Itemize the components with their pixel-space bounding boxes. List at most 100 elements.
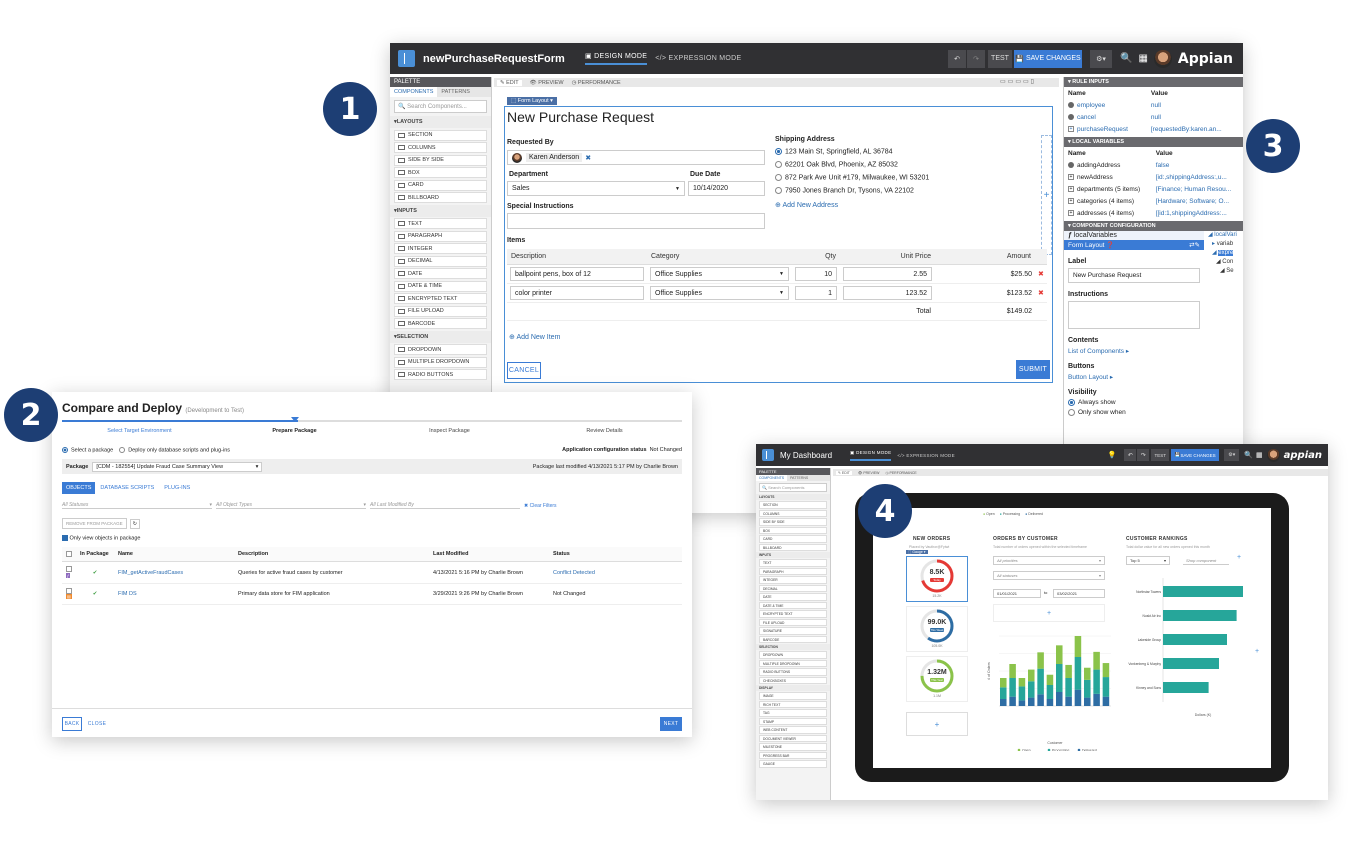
test-button[interactable]: TEST	[1151, 449, 1170, 461]
palette-item[interactable]: DOCUMENT VIEWER	[759, 734, 827, 742]
palette-section-layouts[interactable]: ▾LAYOUTS	[390, 116, 491, 128]
palette-item[interactable]: BOX	[759, 526, 827, 534]
user-avatar[interactable]	[1266, 448, 1280, 462]
save-changes-button[interactable]: 💾 SAVE CHANGES	[1014, 49, 1082, 68]
palette-item[interactable]: TEXT	[759, 559, 827, 567]
tab-edit[interactable]: ✎ EDIT	[836, 470, 852, 475]
shop-component-input[interactable]: Shop component	[1183, 557, 1229, 565]
gauge-chip[interactable]: ⬚ Gauge ▾	[906, 550, 928, 554]
tab-components[interactable]: COMPONENTS	[390, 87, 438, 97]
tree-node[interactable]: ◢ expre	[1212, 250, 1234, 256]
always-show-radio[interactable]: Always show	[1068, 399, 1200, 406]
palette-item[interactable]: SECTION	[394, 129, 487, 141]
palette-section[interactable]: SELECTION	[756, 644, 830, 650]
step-prepare-package[interactable]: Prepare Package	[272, 428, 317, 434]
step-inspect-package[interactable]: Inspect Package	[429, 428, 470, 434]
form-layout-chip[interactable]: ⬚ Form Layout ▾	[507, 97, 557, 105]
object-name-link[interactable]: FIM DS	[114, 583, 234, 606]
palette-item[interactable]: ENCRYPTED TEXT	[759, 610, 827, 618]
table-row[interactable]: cancel null	[1064, 111, 1243, 123]
user-avatar[interactable]	[1153, 49, 1172, 68]
tree-node[interactable]: ▸ variab	[1212, 241, 1234, 247]
palette-item[interactable]: MULTIPLE DROPDOWN	[759, 659, 827, 667]
palette-section[interactable]: INPUTS	[756, 552, 830, 558]
palette-item[interactable]: PROGRESS BAR	[759, 751, 827, 759]
add-column-icon[interactable]: +	[1255, 648, 1260, 655]
remove-icon[interactable]: ✖	[585, 154, 592, 162]
search-objects-icon[interactable]: 🔍	[1244, 452, 1254, 459]
add-new-item-link[interactable]: ⊕ Add New Item	[509, 334, 561, 341]
palette-item[interactable]: BOX	[394, 167, 487, 178]
component-search-input[interactable]: 🔍 Search Components...	[394, 100, 487, 113]
special-instructions-input[interactable]	[507, 213, 765, 229]
palette-item[interactable]: MILESTONE	[759, 743, 827, 751]
palette-item[interactable]: MULTIPLE DROPDOWN	[394, 356, 487, 368]
palette-item[interactable]: GAUGE	[759, 760, 827, 768]
list-of-components-link[interactable]: List of Components ▸	[1068, 348, 1130, 355]
palette-item[interactable]: RADIO BUTTONS	[759, 668, 827, 676]
palette-item[interactable]: CARD	[759, 535, 827, 543]
palette-item[interactable]: DROPDOWN	[759, 651, 827, 659]
date-from-input[interactable]: 01/01/2021	[993, 589, 1041, 598]
palette-item[interactable]: DECIMAL	[394, 255, 487, 267]
row-checkbox[interactable]	[66, 587, 72, 594]
palette-item[interactable]: STAMP	[759, 717, 827, 725]
remove-row-icon[interactable]: ✖	[1035, 264, 1047, 284]
add-column-icon[interactable]: +	[1237, 554, 1242, 561]
palette-item[interactable]: CARD	[394, 179, 487, 191]
select-package-radio[interactable]: Select a package	[62, 447, 113, 453]
object-name-link[interactable]: FIM_getActiveFraudCases	[114, 561, 234, 584]
rule-inputs-header[interactable]: ▾ RULE INPUTS	[1064, 77, 1243, 87]
palette-item[interactable]: WEB CONTENT	[759, 726, 827, 734]
palette-item[interactable]: TAG	[759, 709, 827, 717]
tree-node[interactable]: ◢ Con	[1216, 259, 1234, 265]
back-button[interactable]: BACK	[62, 717, 82, 731]
unit-price-input[interactable]: 123.52	[843, 286, 932, 300]
remove-row-icon[interactable]: ✖	[1035, 283, 1047, 303]
add-component-icon[interactable]: +	[993, 604, 1105, 622]
label-input[interactable]: New Purchase Request	[1068, 268, 1200, 283]
table-row[interactable]: + departments (5 items) [Finance; Human Re…	[1068, 185, 1232, 193]
palette-item[interactable]: BILLBOARD	[759, 543, 827, 551]
clear-filters-link[interactable]: ✖ Clear Filters	[524, 502, 557, 509]
button-layout-link[interactable]: Button Layout ▸	[1068, 374, 1114, 381]
due-date-input[interactable]: 10/14/2020	[688, 181, 765, 196]
palette-section[interactable]: DISPLAY	[756, 685, 830, 691]
requested-by-picker[interactable]: Karen Anderson ✖	[507, 150, 765, 165]
palette-item[interactable]: SIDE BY SIDE	[759, 518, 827, 526]
palette-item[interactable]: TEXT	[394, 218, 487, 229]
palette-item[interactable]: PARAGRAPH	[759, 567, 827, 575]
address-radio[interactable]: 123 Main St, Springfield, AL 36784	[775, 148, 893, 155]
undo-button[interactable]: ↶	[1124, 449, 1137, 461]
palette-item[interactable]: DATE	[394, 268, 487, 279]
object-status[interactable]: Conflict Detected	[549, 561, 682, 584]
design-mode-tab[interactable]: ▣ DESIGN MODE	[585, 52, 648, 65]
app-grid-icon[interactable]: ▦	[1138, 53, 1148, 64]
palette-item[interactable]: SIGNATURE	[759, 627, 827, 635]
tree-node[interactable]: ◢ localVari	[1208, 232, 1237, 238]
tab-patterns[interactable]: PATTERNS	[441, 89, 470, 95]
palette-item[interactable]: IMAGE	[759, 692, 827, 700]
palette-section[interactable]: LAYOUTS	[756, 494, 830, 500]
tab-edit[interactable]: ✎ EDIT	[497, 79, 522, 86]
palette-item[interactable]: BARCODE	[759, 635, 827, 643]
tab-performance[interactable]: ◷ PERFORMANCE	[885, 470, 917, 475]
priorities-dropdown[interactable]: All priorities ▾	[993, 556, 1105, 565]
remove-from-package-button[interactable]: REMOVE FROM PACKAGE	[62, 518, 127, 529]
tab-performance[interactable]: ◷ PERFORMANCE	[571, 79, 621, 86]
department-dropdown[interactable]: Sales ▼	[507, 181, 685, 196]
table-row[interactable]: + newAddress [id:,shippingAddress:,u...	[1068, 173, 1227, 181]
form-layout-bar[interactable]: Form Layout ❓ ⇄✎	[1064, 240, 1204, 250]
date-to-input[interactable]: 03/02/2021	[1053, 589, 1105, 598]
settings-gear-icon[interactable]: ⚙▾	[1224, 449, 1240, 461]
add-column-icon[interactable]: +	[1041, 135, 1052, 255]
tab-preview[interactable]: 👁 PREVIEW	[529, 79, 564, 86]
close-button[interactable]: CLOSE	[87, 721, 107, 727]
unit-price-input[interactable]: 2.55	[843, 267, 932, 281]
palette-section-inputs[interactable]: ▾INPUTS	[390, 204, 491, 217]
tree-node[interactable]: ◢ Se	[1220, 268, 1234, 274]
device-preview-icons[interactable]: ▭▭▭▭▯	[1000, 79, 1036, 85]
table-row[interactable]: employee null	[1064, 99, 1243, 111]
tab-plug-ins[interactable]: PLUG-INS	[164, 485, 191, 491]
palette-item[interactable]: COLUMNS	[394, 142, 487, 153]
